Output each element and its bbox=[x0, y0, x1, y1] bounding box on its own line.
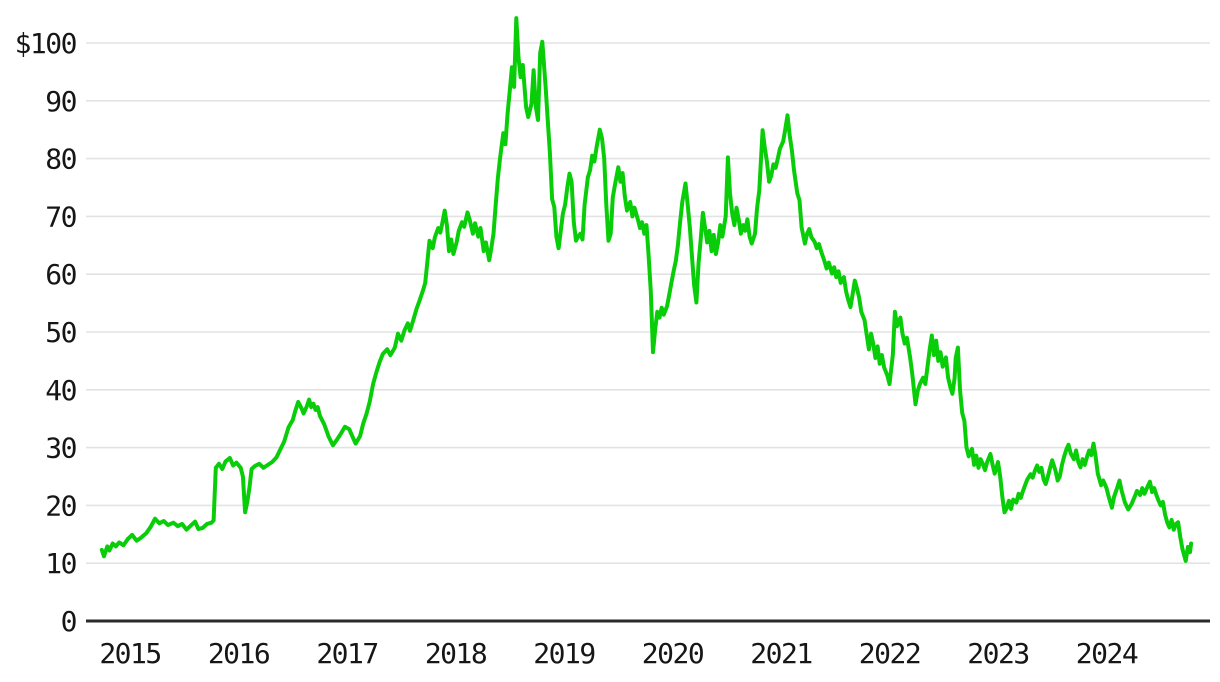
x-tick-label-2022: 2022 bbox=[859, 637, 920, 670]
x-tick-label-2016: 2016 bbox=[208, 637, 270, 670]
y-tick-label-40: 40 bbox=[45, 374, 76, 407]
x-tick-label-2023: 2023 bbox=[967, 637, 1028, 670]
y-tick-label-30: 30 bbox=[45, 432, 76, 465]
y-tick-label-80: 80 bbox=[45, 143, 76, 176]
y-tick-label-50: 50 bbox=[45, 316, 76, 349]
y-tick-label-100: $100 bbox=[15, 27, 77, 60]
y-tick-label-20: 20 bbox=[45, 489, 76, 522]
price-line bbox=[99, 16, 1194, 563]
y-tick-label-70: 70 bbox=[45, 200, 76, 233]
y-tick-label-60: 60 bbox=[45, 258, 76, 291]
x-tick-label-2019: 2019 bbox=[533, 637, 594, 670]
x-tick-label-2017: 2017 bbox=[316, 637, 377, 670]
y-tick-label-10: 10 bbox=[45, 547, 76, 580]
x-tick-label-2018: 2018 bbox=[425, 637, 487, 670]
x-tick-label-2024: 2024 bbox=[1076, 637, 1138, 670]
x-tick-label-2015: 2015 bbox=[99, 637, 160, 670]
x-tick-label-2021: 2021 bbox=[750, 637, 811, 670]
x-tick-label-2020: 2020 bbox=[642, 637, 704, 670]
y-tick-label-90: 90 bbox=[45, 85, 76, 118]
y-tick-label-0: 0 bbox=[61, 605, 77, 638]
